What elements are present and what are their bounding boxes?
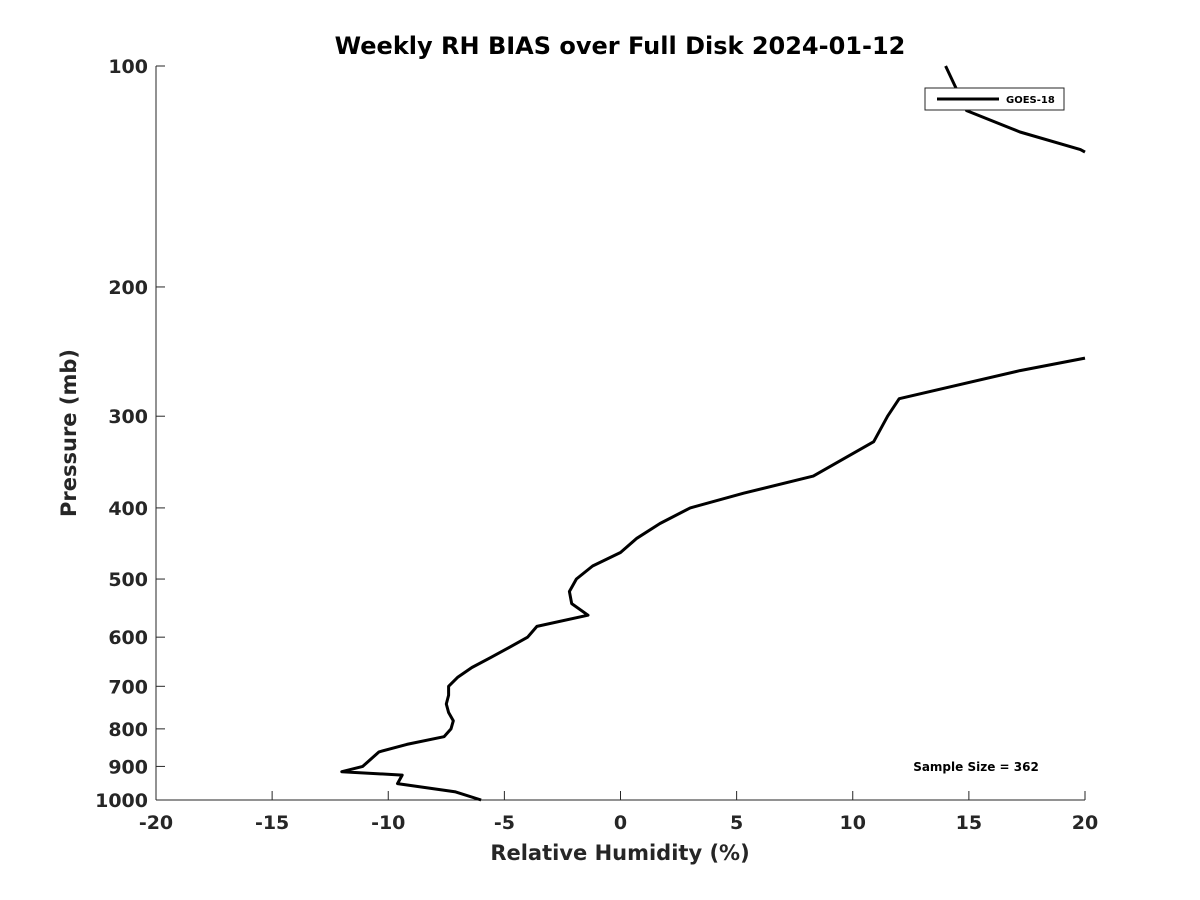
y-tick-label: 400	[108, 498, 148, 520]
x-axis-ticks: -20 -15 -10 -5 0 5 10 15 20	[139, 791, 1098, 834]
x-tick-label: -5	[494, 812, 515, 834]
x-tick-label: 15	[956, 812, 982, 834]
x-tick-label: 0	[614, 812, 627, 834]
plot-area: -20 -15 -10 -5 0 5 10 15 20 100 200 300 400 500 600 70…	[95, 56, 1098, 834]
y-tick-label: 1000	[95, 790, 148, 812]
x-tick-label: -15	[255, 812, 289, 834]
series-line-goes-18-segment-2	[340, 356, 1086, 802]
x-tick-label: 5	[730, 812, 743, 834]
y-tick-label: 600	[108, 627, 148, 649]
y-tick-label: 100	[108, 56, 148, 78]
x-axis-label: Relative Humidity (%)	[490, 841, 749, 865]
y-tick-label: 700	[108, 676, 148, 698]
legend-label-goes-18: GOES-18	[1006, 95, 1055, 106]
y-tick-label: 900	[108, 756, 148, 778]
sample-size-annotation: Sample Size = 362	[913, 760, 1039, 774]
y-tick-label: 800	[108, 719, 148, 741]
y-tick-label: 300	[108, 406, 148, 428]
x-tick-label: -10	[371, 812, 405, 834]
chart-title: Weekly RH BIAS over Full Disk 2024-01-12	[335, 32, 906, 60]
x-tick-label: 20	[1072, 812, 1098, 834]
x-tick-label: -20	[139, 812, 173, 834]
y-axis-ticks: 100 200 300 400 500 600 700 800 900 1000	[95, 56, 165, 812]
x-tick-label: 10	[840, 812, 866, 834]
legend: GOES-18	[924, 87, 1065, 111]
y-tick-label: 200	[108, 277, 148, 299]
y-axis-label: Pressure (mb)	[57, 349, 81, 517]
y-tick-label: 500	[108, 569, 148, 591]
